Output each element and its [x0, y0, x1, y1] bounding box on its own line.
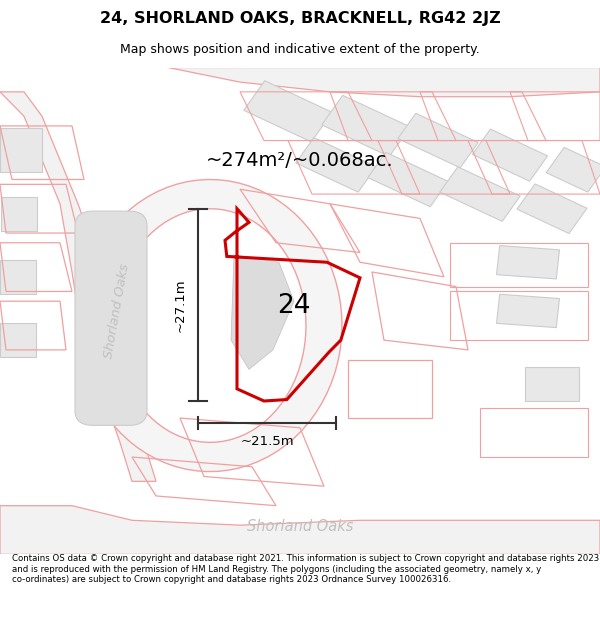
- Text: ~27.1m: ~27.1m: [173, 278, 187, 332]
- Text: Map shows position and indicative extent of the property.: Map shows position and indicative extent…: [120, 44, 480, 56]
- Polygon shape: [0, 260, 36, 294]
- Polygon shape: [497, 294, 559, 328]
- Text: Contains OS data © Crown copyright and database right 2021. This information is : Contains OS data © Crown copyright and d…: [12, 554, 599, 584]
- Polygon shape: [0, 128, 42, 172]
- Polygon shape: [296, 138, 376, 192]
- Polygon shape: [398, 113, 478, 168]
- Text: 24, SHORLAND OAKS, BRACKNELL, RG42 2JZ: 24, SHORLAND OAKS, BRACKNELL, RG42 2JZ: [100, 11, 500, 26]
- Polygon shape: [78, 179, 342, 472]
- Polygon shape: [497, 246, 559, 279]
- Polygon shape: [231, 255, 294, 369]
- Polygon shape: [0, 506, 600, 554]
- Polygon shape: [0, 323, 36, 357]
- FancyBboxPatch shape: [75, 211, 147, 426]
- Polygon shape: [368, 152, 448, 207]
- Text: ~21.5m: ~21.5m: [240, 435, 294, 448]
- Polygon shape: [322, 96, 410, 156]
- Polygon shape: [244, 81, 332, 142]
- Polygon shape: [168, 68, 600, 97]
- Polygon shape: [525, 367, 579, 401]
- Text: 24: 24: [277, 293, 311, 319]
- Polygon shape: [440, 167, 520, 221]
- Polygon shape: [1, 196, 37, 231]
- Polygon shape: [517, 184, 587, 234]
- Polygon shape: [0, 92, 156, 481]
- Polygon shape: [114, 209, 306, 442]
- Text: Shorland Oaks: Shorland Oaks: [102, 262, 132, 359]
- Text: Shorland Oaks: Shorland Oaks: [247, 519, 353, 534]
- Text: ~274m²/~0.068ac.: ~274m²/~0.068ac.: [206, 151, 394, 169]
- Polygon shape: [546, 148, 600, 192]
- Polygon shape: [472, 129, 548, 181]
